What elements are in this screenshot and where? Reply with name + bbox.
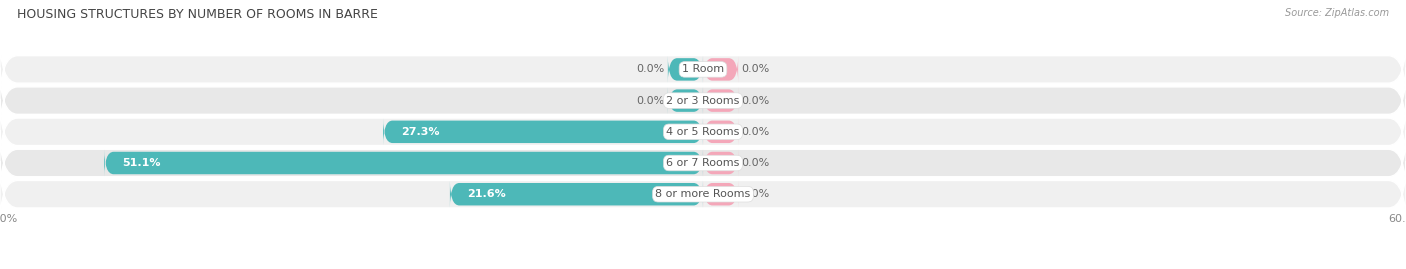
Text: 0.0%: 0.0% bbox=[742, 127, 770, 137]
Text: 0.0%: 0.0% bbox=[636, 95, 665, 106]
FancyBboxPatch shape bbox=[0, 68, 1406, 134]
Text: 21.6%: 21.6% bbox=[467, 189, 506, 199]
Text: 4 or 5 Rooms: 4 or 5 Rooms bbox=[666, 127, 740, 137]
Text: 27.3%: 27.3% bbox=[401, 127, 439, 137]
FancyBboxPatch shape bbox=[0, 161, 1406, 227]
Text: Source: ZipAtlas.com: Source: ZipAtlas.com bbox=[1285, 8, 1389, 18]
FancyBboxPatch shape bbox=[703, 56, 738, 83]
Text: 51.1%: 51.1% bbox=[122, 158, 160, 168]
FancyBboxPatch shape bbox=[382, 118, 703, 146]
FancyBboxPatch shape bbox=[703, 180, 738, 208]
FancyBboxPatch shape bbox=[703, 87, 738, 114]
FancyBboxPatch shape bbox=[703, 118, 738, 146]
FancyBboxPatch shape bbox=[703, 149, 738, 177]
Text: 0.0%: 0.0% bbox=[742, 189, 770, 199]
FancyBboxPatch shape bbox=[104, 149, 703, 177]
Text: 6 or 7 Rooms: 6 or 7 Rooms bbox=[666, 158, 740, 168]
Text: HOUSING STRUCTURES BY NUMBER OF ROOMS IN BARRE: HOUSING STRUCTURES BY NUMBER OF ROOMS IN… bbox=[17, 8, 378, 21]
FancyBboxPatch shape bbox=[0, 99, 1406, 165]
Text: 0.0%: 0.0% bbox=[742, 64, 770, 75]
FancyBboxPatch shape bbox=[668, 87, 703, 114]
Legend: Owner-occupied, Renter-occupied: Owner-occupied, Renter-occupied bbox=[582, 266, 824, 269]
Text: 2 or 3 Rooms: 2 or 3 Rooms bbox=[666, 95, 740, 106]
FancyBboxPatch shape bbox=[450, 180, 703, 208]
FancyBboxPatch shape bbox=[668, 56, 703, 83]
Text: 1 Room: 1 Room bbox=[682, 64, 724, 75]
FancyBboxPatch shape bbox=[0, 130, 1406, 196]
FancyBboxPatch shape bbox=[0, 36, 1406, 102]
Text: 8 or more Rooms: 8 or more Rooms bbox=[655, 189, 751, 199]
Text: 0.0%: 0.0% bbox=[636, 64, 665, 75]
Text: 0.0%: 0.0% bbox=[742, 158, 770, 168]
Text: 0.0%: 0.0% bbox=[742, 95, 770, 106]
